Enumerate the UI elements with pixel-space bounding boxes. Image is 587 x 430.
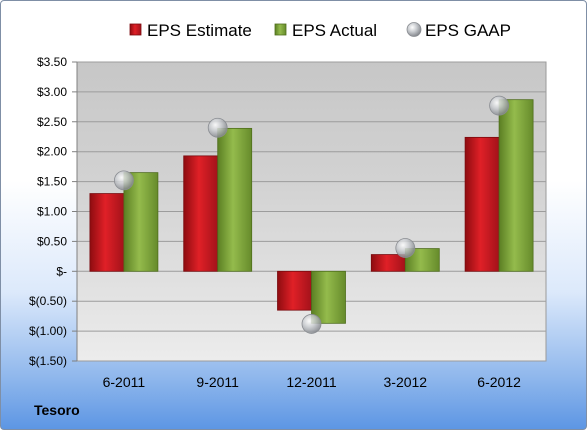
eps-estimate-legend-swatch bbox=[129, 23, 142, 36]
y-axis: $3.50 $3.00 $2.50 $2.00 $1.50 $1.00 $0.50 $- $(0… bbox=[29, 55, 78, 368]
eps-estimate-bar bbox=[89, 193, 125, 272]
y-tick-label: $2.00 bbox=[37, 145, 67, 159]
eps-actual-bar bbox=[217, 127, 253, 272]
y-tick-label: $1.50 bbox=[37, 175, 67, 189]
eps-actual-bar bbox=[498, 99, 534, 272]
x-tick-label: 6-2011 bbox=[103, 374, 146, 390]
eps-estimate-bar bbox=[183, 155, 219, 272]
x-tick-label: 6-2012 bbox=[477, 374, 521, 390]
eps-gaap-legend-swatch bbox=[406, 22, 422, 37]
y-tick-label: $3.50 bbox=[37, 55, 67, 69]
x-axis: 6-2011 9-2011 12-2011 3-2012 6-2012 bbox=[103, 374, 521, 390]
eps-gaap-marker bbox=[489, 95, 510, 116]
eps-actual-legend-swatch bbox=[274, 23, 287, 36]
eps-actual-bar bbox=[123, 172, 159, 272]
eps-gaap-marker bbox=[395, 238, 416, 258]
eps-gaap-legend-label: EPS GAAP bbox=[425, 21, 511, 40]
eps-estimate-legend-label: EPS Estimate bbox=[147, 21, 252, 40]
legend: EPS Estimate EPS Actual EPS GAAP bbox=[129, 21, 511, 40]
x-tick-label: 3-2012 bbox=[384, 374, 428, 390]
eps-actual-bar bbox=[404, 248, 440, 272]
y-tick-label: $(0.50) bbox=[29, 294, 67, 308]
bars bbox=[89, 99, 534, 324]
eps-estimate-bar bbox=[277, 270, 312, 311]
eps-estimate-bar bbox=[370, 254, 406, 272]
eps-actual-legend-label: EPS Actual bbox=[292, 21, 377, 40]
eps-estimate-bar bbox=[464, 136, 500, 272]
y-tick-label: $1.00 bbox=[37, 205, 67, 219]
x-tick-label: 9-2011 bbox=[196, 374, 239, 390]
y-tick-label: $3.00 bbox=[37, 85, 67, 99]
y-tick-label: $- bbox=[56, 264, 67, 278]
y-tick-label: $(1.50) bbox=[29, 354, 67, 368]
company-label: Tesoro bbox=[34, 402, 80, 418]
eps-gaap-marker bbox=[114, 170, 134, 191]
y-tick-label: $(1.00) bbox=[29, 324, 67, 338]
x-tick-label: 12-2011 bbox=[286, 374, 337, 390]
y-tick-label: $0.50 bbox=[37, 234, 67, 248]
eps-actual-bar bbox=[311, 270, 346, 324]
eps-gaap-marker bbox=[207, 117, 228, 138]
eps-gaap-marker bbox=[301, 314, 322, 334]
gaap-markers bbox=[114, 95, 510, 334]
y-tick-label: $2.50 bbox=[37, 115, 67, 129]
